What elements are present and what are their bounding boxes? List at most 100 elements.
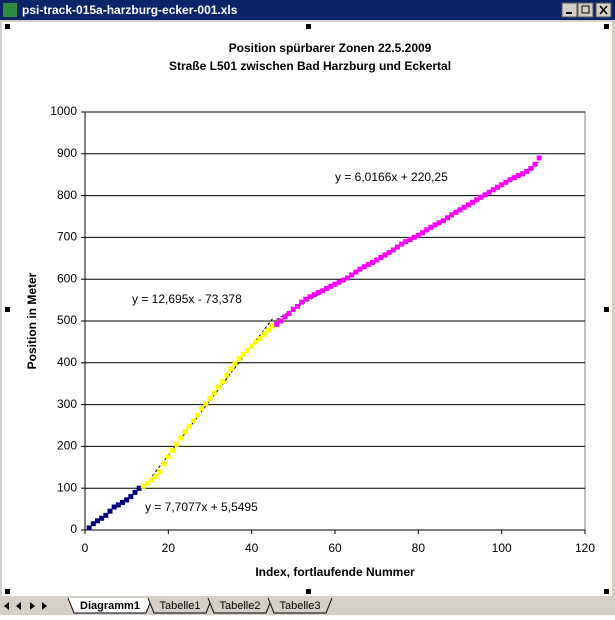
trendline-label: y = 7,7077x + 5,5495 xyxy=(145,500,258,514)
x-tick-label: 0 xyxy=(82,541,89,555)
data-point xyxy=(236,356,242,362)
tab-scroll-button[interactable] xyxy=(42,602,47,610)
data-point xyxy=(103,512,109,518)
data-point xyxy=(157,468,163,474)
data-point xyxy=(136,485,142,491)
y-tick-label: 500 xyxy=(57,313,77,327)
x-tick-label: 60 xyxy=(328,541,342,555)
sheet-tab-label[interactable]: Diagramm1 xyxy=(80,600,140,612)
data-point xyxy=(503,179,509,185)
data-point xyxy=(428,224,434,230)
data-point xyxy=(440,218,446,224)
data-point xyxy=(453,209,459,215)
data-point xyxy=(511,175,517,181)
tab-scroll-button[interactable] xyxy=(4,602,9,610)
data-point xyxy=(140,483,146,489)
sheet-tab[interactable] xyxy=(207,597,273,614)
sheet-tabs: Diagramm1 Tabelle1 Tabelle2 Tabelle3 xyxy=(4,597,333,614)
data-point xyxy=(182,429,188,435)
data-point xyxy=(278,318,284,324)
data-point xyxy=(245,347,250,353)
data-point xyxy=(95,518,100,524)
data-point xyxy=(270,323,275,329)
data-point xyxy=(482,192,488,198)
data-point xyxy=(299,299,305,305)
data-point xyxy=(382,252,388,258)
data-point xyxy=(486,189,492,195)
tab-scroll-button[interactable] xyxy=(16,602,21,610)
y-tick-label: 900 xyxy=(57,146,77,160)
data-point xyxy=(211,390,217,396)
data-point xyxy=(370,259,375,265)
data-point xyxy=(178,435,184,441)
data-point xyxy=(461,204,467,210)
data-point xyxy=(320,288,325,294)
window-title: psi-track-015a-harzburg-ecker-001.xls xyxy=(22,3,238,17)
data-point xyxy=(378,254,384,260)
data-point xyxy=(520,171,525,177)
sheet-tab[interactable] xyxy=(267,597,333,614)
sheet-tab-label[interactable]: Tabelle2 xyxy=(220,600,261,612)
sheet-tab[interactable] xyxy=(67,597,153,614)
data-point xyxy=(124,497,130,503)
sheet-tab[interactable] xyxy=(147,597,213,614)
data-point xyxy=(357,266,363,272)
data-point xyxy=(261,331,267,337)
data-point xyxy=(207,395,213,401)
y-tick-label: 200 xyxy=(57,439,77,453)
y-tick-label: 1000 xyxy=(50,104,77,118)
data-point xyxy=(386,249,392,255)
data-point xyxy=(411,234,417,240)
data-point xyxy=(90,521,96,527)
data-point xyxy=(345,275,350,281)
data-point xyxy=(507,177,513,183)
data-point xyxy=(403,239,409,245)
data-point xyxy=(349,272,355,278)
data-point xyxy=(99,515,105,521)
data-point xyxy=(128,494,134,500)
data-point xyxy=(445,215,450,221)
data-point xyxy=(365,262,371,268)
data-point xyxy=(228,366,234,372)
data-point xyxy=(111,504,117,510)
data-point xyxy=(470,199,475,205)
minimize-button[interactable] xyxy=(561,2,578,18)
data-point xyxy=(257,336,263,342)
data-point xyxy=(515,173,521,179)
title-bar xyxy=(0,0,615,20)
data-point xyxy=(424,227,430,233)
sheet-tab-label[interactable]: Tabelle3 xyxy=(280,600,321,612)
x-tick-label: 100 xyxy=(492,541,512,555)
data-point xyxy=(186,423,192,429)
y-tick-label: 400 xyxy=(57,355,77,369)
data-point xyxy=(311,292,317,298)
data-point xyxy=(170,448,175,454)
data-point xyxy=(524,168,530,174)
data-point xyxy=(407,236,413,242)
y-tick-label: 100 xyxy=(57,480,77,494)
data-point xyxy=(249,343,255,349)
data-point xyxy=(224,372,230,378)
data-point xyxy=(115,502,121,508)
data-point xyxy=(240,351,246,357)
data-point xyxy=(353,269,359,275)
data-point xyxy=(499,182,505,188)
data-point xyxy=(465,202,471,208)
y-tick-label: 700 xyxy=(57,230,77,244)
x-axis-label: Index, fortlaufende Nummer xyxy=(255,565,415,579)
data-point xyxy=(361,264,367,270)
data-point xyxy=(295,303,300,309)
data-point xyxy=(174,441,180,447)
data-point xyxy=(161,461,167,467)
selection-handles xyxy=(5,24,609,594)
sheet-tab-label[interactable]: Tabelle1 xyxy=(160,600,201,612)
maximize-button[interactable] xyxy=(577,2,594,18)
app-icon xyxy=(3,3,17,17)
data-point xyxy=(474,197,480,203)
data-point xyxy=(328,283,334,289)
data-point xyxy=(336,279,342,285)
data-point xyxy=(107,508,113,514)
data-point xyxy=(415,232,421,238)
tab-scroll-button[interactable] xyxy=(30,602,35,610)
